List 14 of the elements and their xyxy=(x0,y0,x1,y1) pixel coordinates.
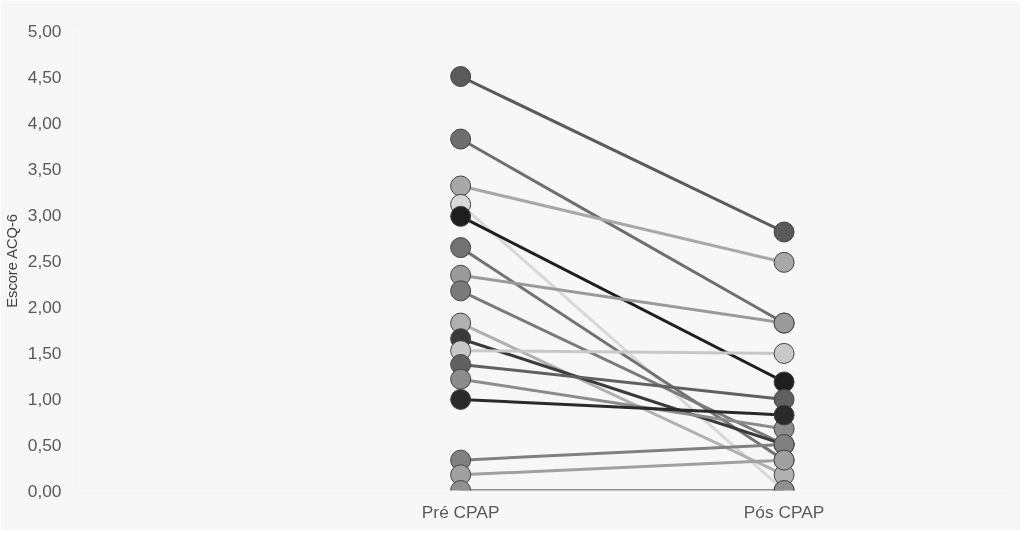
y-tick-label: 2,00 xyxy=(27,296,62,317)
y-tick-label: 4,50 xyxy=(27,66,62,87)
y-tick-label: 5,00 xyxy=(27,20,62,41)
x-tick-label: Pré CPAP xyxy=(421,501,500,522)
y-tick-label: 4,00 xyxy=(27,112,62,133)
y-tick-label: 3,00 xyxy=(27,204,62,225)
y-axis-title: Escore ACQ-6 xyxy=(3,214,20,308)
y-tick-label: 0,50 xyxy=(27,434,62,455)
y-tick-label: 1,00 xyxy=(27,388,62,409)
y-tick-label: 0,00 xyxy=(27,480,62,501)
x-tick-label: Pós CPAP xyxy=(743,501,825,522)
y-tick-label: 1,50 xyxy=(27,342,62,363)
y-tick-label: 2,50 xyxy=(27,250,62,271)
y-tick-label: 3,50 xyxy=(27,158,62,179)
